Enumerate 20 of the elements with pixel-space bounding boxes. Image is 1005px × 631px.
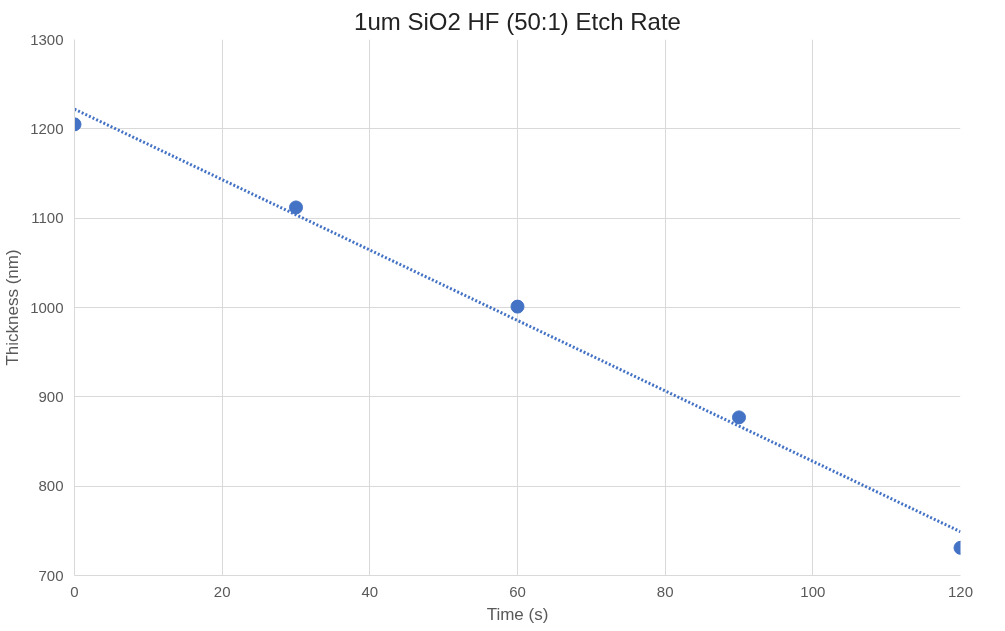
x-tick-label: 40 (361, 582, 379, 600)
y-axis-title: Thickness (nm) (3, 249, 23, 366)
x-tick-label: 0 (70, 582, 79, 600)
x-tick-label: 120 (947, 582, 974, 600)
point (289, 200, 303, 215)
x-tick-label: 80 (656, 582, 674, 600)
point (510, 299, 525, 314)
x-tick-label: 100 (800, 582, 826, 600)
point (732, 410, 746, 425)
x-tick-label: 20 (213, 582, 231, 600)
y-tick-label: 800 (38, 477, 64, 495)
y-tick-label: 1300 (30, 30, 64, 48)
x-tick-label: 60 (509, 582, 526, 600)
y-tick-label: 1200 (30, 119, 64, 137)
y-tick-label: 900 (38, 387, 64, 405)
x-axis-title: Time (s) (486, 604, 549, 624)
y-tick-label: 1000 (30, 298, 64, 316)
y-tick-label: 1100 (31, 209, 64, 227)
y-tick-label: 700 (38, 566, 64, 584)
chart-title: 1um SiO2 HF (50:1) Etch Rate (354, 7, 681, 35)
